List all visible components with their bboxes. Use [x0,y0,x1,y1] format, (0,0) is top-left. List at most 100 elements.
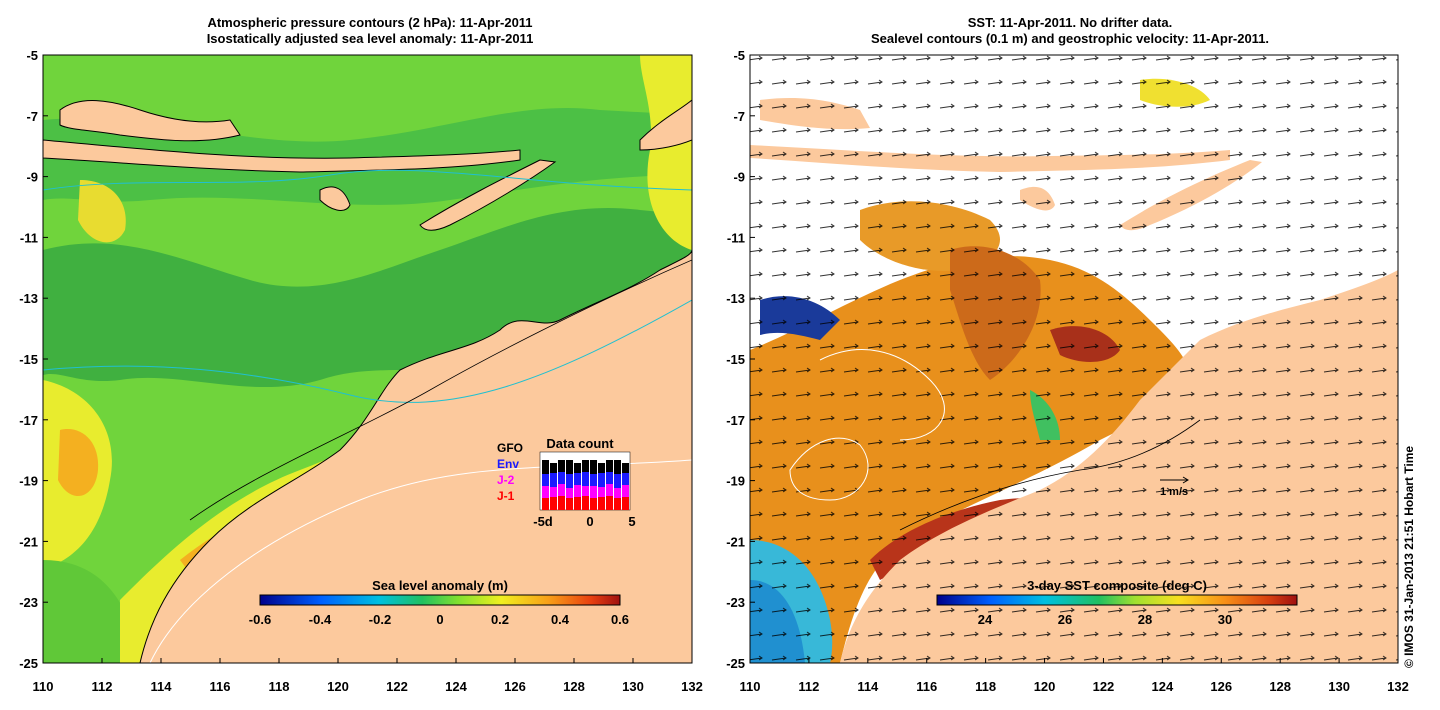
left-title: Atmospheric pressure contours (2 hPa): 1… [100,15,640,47]
sst-colorbar-label: 3-day SST composite (deg C) [1027,578,1207,593]
scale-label: 1 m/s [1160,486,1188,498]
lat-tick-label-right: -15 [726,352,745,367]
data-count-inset [539,451,631,511]
lon-tick-label-right: 130 [1328,679,1350,694]
lon-tick-label-left: 124 [445,679,467,694]
lon-tick-label-right: 126 [1210,679,1232,694]
sla-yellow-spot [78,180,126,243]
sla-colorbar-tick: 0.2 [491,612,509,627]
sst-colorbar-tick: 26 [1058,612,1072,627]
inset-bar-segment [606,496,613,510]
inset-bar-segment [542,486,549,498]
lon-tick-label-right: 112 [798,679,819,694]
lon-tick-label-left: 122 [386,679,408,694]
lon-tick-label-left: 132 [681,679,703,694]
axis-labels: -5 -5 -7 -7 -9 -9 -11 -11 -13 -13 -15 -15 -17 -17 -19 -… [19,48,1409,694]
sla-colorbar-tick: -0.6 [249,612,271,627]
lat-tick-label-right: -17 [726,413,745,428]
inset-bar-segment [614,498,621,510]
inset-bar-segment [574,485,581,497]
lat-tick-label-left: -5 [26,48,38,63]
inset-bar-segment [582,460,589,472]
inset-bar-segment [558,484,565,496]
inset-legend-j-2: J-2 [497,473,515,487]
inset-x-tick: 5 [628,514,635,529]
inset-bar-segment [598,487,605,497]
lat-tick-label-left: -9 [26,170,38,185]
sla-colorbar-tick: 0 [436,612,443,627]
java-island [59,100,241,142]
inset-bar-segment [590,474,597,486]
credit-text: © IMOS 31-Jan-2013 21:51 Hobart Time [1402,445,1416,668]
sla-colorbar [259,594,621,606]
tanimbar-island [639,99,692,151]
lat-tick-label-right: -7 [733,109,745,124]
right-map [750,55,1398,663]
cyan-contour-north [43,169,692,191]
lat-tick-label-left: -7 [26,109,38,124]
lat-tick-label-left: -21 [19,534,38,549]
sst-colorbar-tick: 24 [978,612,993,627]
inset-title: Data count [546,436,614,451]
lat-tick-label-right: -13 [726,291,745,306]
lon-tick-label-right: 118 [975,679,996,694]
sst-colorbar-tick: 30 [1218,612,1232,627]
sst-colorbar-tick: 28 [1138,612,1152,627]
lat-tick-label-right: -25 [726,656,745,671]
inset-bar-segment [566,488,573,498]
lon-tick-label-right: 132 [1387,679,1409,694]
sla-colorbar-label: Sea level anomaly (m) [372,578,508,593]
lon-tick-label-left: 128 [563,679,585,694]
inset-bar-segment [590,498,597,510]
australia-land [139,249,692,663]
inset-bar-segment [542,498,549,510]
inset-bar-segment [542,474,549,486]
inset-bar-segment [542,460,549,474]
lat-tick-label-left: -25 [19,656,38,671]
lat-tick-label-left: -23 [19,595,38,610]
inset-bar-segment [566,460,573,474]
inset-bar-segment [550,463,557,473]
sla-yellow-east [640,55,692,250]
lat-tick-label-right: -23 [726,595,745,610]
inset-x-tick: -5d [533,514,553,529]
inset-bar-segment [574,473,581,485]
inset-bar-segment [550,497,557,510]
lon-tick-label-left: 112 [92,679,113,694]
inset-bar-segment [590,486,597,498]
sla-green-southwest [43,560,140,663]
inset-bar-segment [598,497,605,510]
lon-tick-label-left: 116 [210,679,231,694]
right-title: SST: 11-Apr-2011. No drifter data. Seale… [780,15,1360,47]
inset-bar-segment [590,460,597,474]
inset-bar-segment [574,463,581,473]
inset-bar-segment [598,463,605,473]
inset-bar-segment [598,473,605,487]
right-title-line2: Sealevel contours (0.1 m) and geostrophi… [870,31,1270,46]
lon-tick-label-right: 124 [1152,679,1174,694]
inset-legend-j-1: J-1 [497,489,515,503]
inset-bar-segment [622,485,629,497]
inset-bar-segment [606,484,613,496]
lesser-sunda-islands [43,139,521,173]
left-title-line1: Atmospheric pressure contours (2 hPa): 1… [207,15,533,30]
lon-tick-label-right: 128 [1269,679,1291,694]
sealevel-contour [819,349,945,441]
lat-tick-label-left: -15 [19,352,38,367]
sst-colorbar [936,594,1298,606]
right-title-line1: SST: 11-Apr-2011. No drifter data. [967,15,1173,30]
sla-colorbar-tick: -0.2 [369,612,391,627]
lon-tick-label-right: 122 [1093,679,1115,694]
inset-bar-segment [622,497,629,510]
inset-bar-segment [566,498,573,510]
inset-bar-segment [622,463,629,473]
inset-bar-segment [582,486,589,496]
sla-colorbar-tick: -0.4 [309,612,332,627]
sealevel-contour-eddy [789,437,869,501]
inset-legend-gfo: GFO [497,441,523,455]
geostrophic-velocity-arrows [750,55,1398,663]
inset-bar-segment [550,473,557,487]
lat-tick-label-right: -19 [726,474,745,489]
inset-bar-segment [566,474,573,488]
lat-tick-label-left: -19 [19,474,38,489]
